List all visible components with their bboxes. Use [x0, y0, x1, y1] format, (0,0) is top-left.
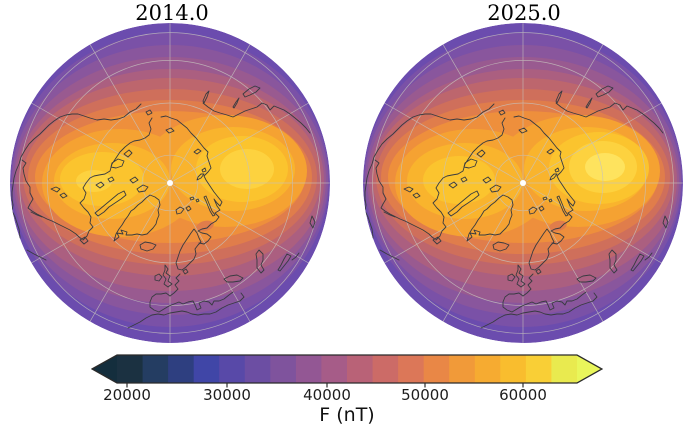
colorbar-segment: [500, 355, 527, 383]
colorbar-tick-label: 40000: [303, 386, 351, 404]
panel-title-2025: 2025.0: [487, 1, 561, 25]
colorbar-segment: [142, 355, 169, 383]
high-core-canada: [76, 170, 112, 192]
colorbar-segment: [295, 355, 322, 383]
colorbar-tick-label: 20000: [103, 386, 151, 404]
pole-dot: [167, 180, 173, 186]
colorbar-tick-label: 50000: [401, 386, 449, 404]
colorbar-outline: [91, 354, 603, 384]
colorbar-segment: [193, 355, 220, 383]
colorbar-segment: [423, 355, 450, 383]
colorbar-segment: [244, 355, 271, 383]
colorbar-segment: [398, 355, 425, 383]
panel-title-2014: 2014.0: [135, 1, 209, 25]
colorbar-segment: [117, 355, 143, 383]
map-2014: [10, 23, 330, 343]
colorbar-axis-label: F (nT): [319, 404, 375, 426]
pole-dot: [520, 180, 526, 186]
colorbar-segment: [321, 355, 348, 383]
colorbar-segment: [551, 355, 577, 383]
colorbar-segment: [168, 355, 195, 383]
colorbar-segment: [474, 355, 501, 383]
high-lobe-canada: [423, 156, 495, 204]
colorbar-under-arrow: [92, 355, 117, 383]
map-2025: [363, 23, 683, 343]
high-peak-siberia: [585, 153, 625, 181]
colorbar-tick-label: 60000: [499, 386, 547, 404]
colorbar-over-arrow: [577, 355, 602, 383]
local-dip-contour: [196, 220, 214, 232]
colorbar-segment: [372, 355, 399, 383]
colorbar-segment: [525, 355, 552, 383]
high-core-siberia: [220, 149, 274, 189]
colorbar-segment: [270, 355, 297, 383]
local-dip-contour: [549, 220, 567, 232]
colorbar-segment: [347, 355, 373, 383]
colorbar-tick-label: 30000: [203, 386, 251, 404]
colorbar-segment: [219, 355, 246, 383]
colorbar-ticks: [126, 383, 524, 388]
colorbar: [91, 354, 603, 388]
colorbar-segment: [449, 355, 476, 383]
